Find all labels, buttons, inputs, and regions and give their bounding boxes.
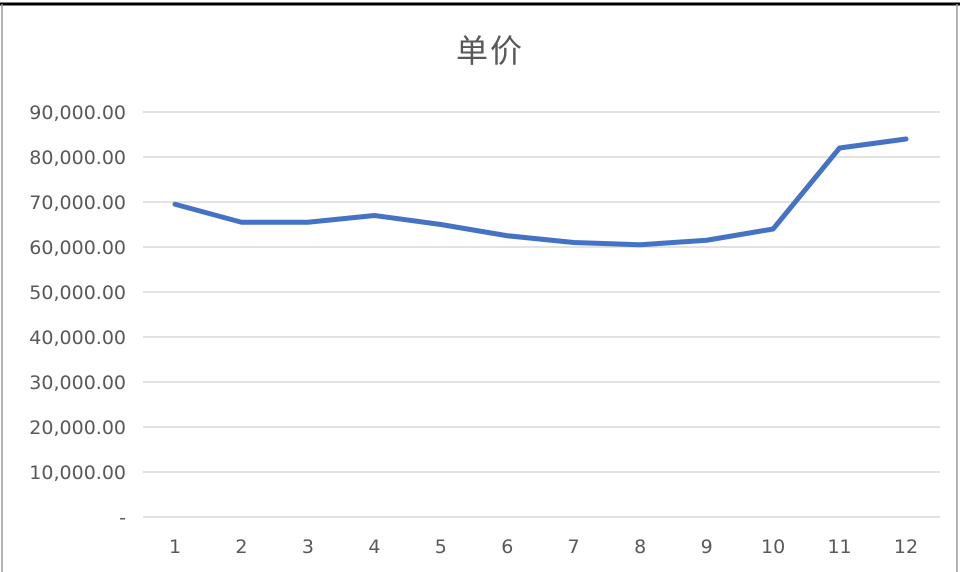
x-tick-label: 10 xyxy=(761,536,785,558)
x-tick-label: 9 xyxy=(701,536,713,558)
series-layer xyxy=(172,136,909,248)
y-tick-label: 90,000.00 xyxy=(29,102,126,124)
x-tick-label: 5 xyxy=(435,536,447,558)
x-tick-label: 2 xyxy=(235,536,247,558)
chart-title: 单价 xyxy=(455,32,524,70)
x-tick-label: 12 xyxy=(894,536,918,558)
y-tick-label: - xyxy=(119,507,126,529)
y-tick-label: 50,000.00 xyxy=(29,282,126,304)
x-tick-label: 4 xyxy=(368,536,380,558)
x-tick-label: 6 xyxy=(501,536,513,558)
x-tick-labels: 1 2 3 4 5 6 7 8 9 10 11 12 xyxy=(169,536,918,558)
x-tick-label: 11 xyxy=(827,536,851,558)
x-tick-label: 8 xyxy=(634,536,646,558)
y-tick-label: 20,000.00 xyxy=(29,417,126,439)
y-tick-label: 30,000.00 xyxy=(29,372,126,394)
y-tick-label: 70,000.00 xyxy=(29,192,126,214)
x-tick-label: 3 xyxy=(302,536,314,558)
y-tick-label: 60,000.00 xyxy=(29,237,126,259)
y-tick-label: 80,000.00 xyxy=(29,147,126,169)
grid-layer xyxy=(143,111,940,518)
x-tick-label: 7 xyxy=(568,536,580,558)
x-tick-label: 1 xyxy=(169,536,181,558)
y-tick-label: 10,000.00 xyxy=(29,462,126,484)
y-tick-label: 40,000.00 xyxy=(29,327,126,349)
y-tick-labels: - 10,000.00 20,000.00 30,000.00 40,000.00 50,… xyxy=(29,102,126,529)
series-line xyxy=(172,136,909,248)
